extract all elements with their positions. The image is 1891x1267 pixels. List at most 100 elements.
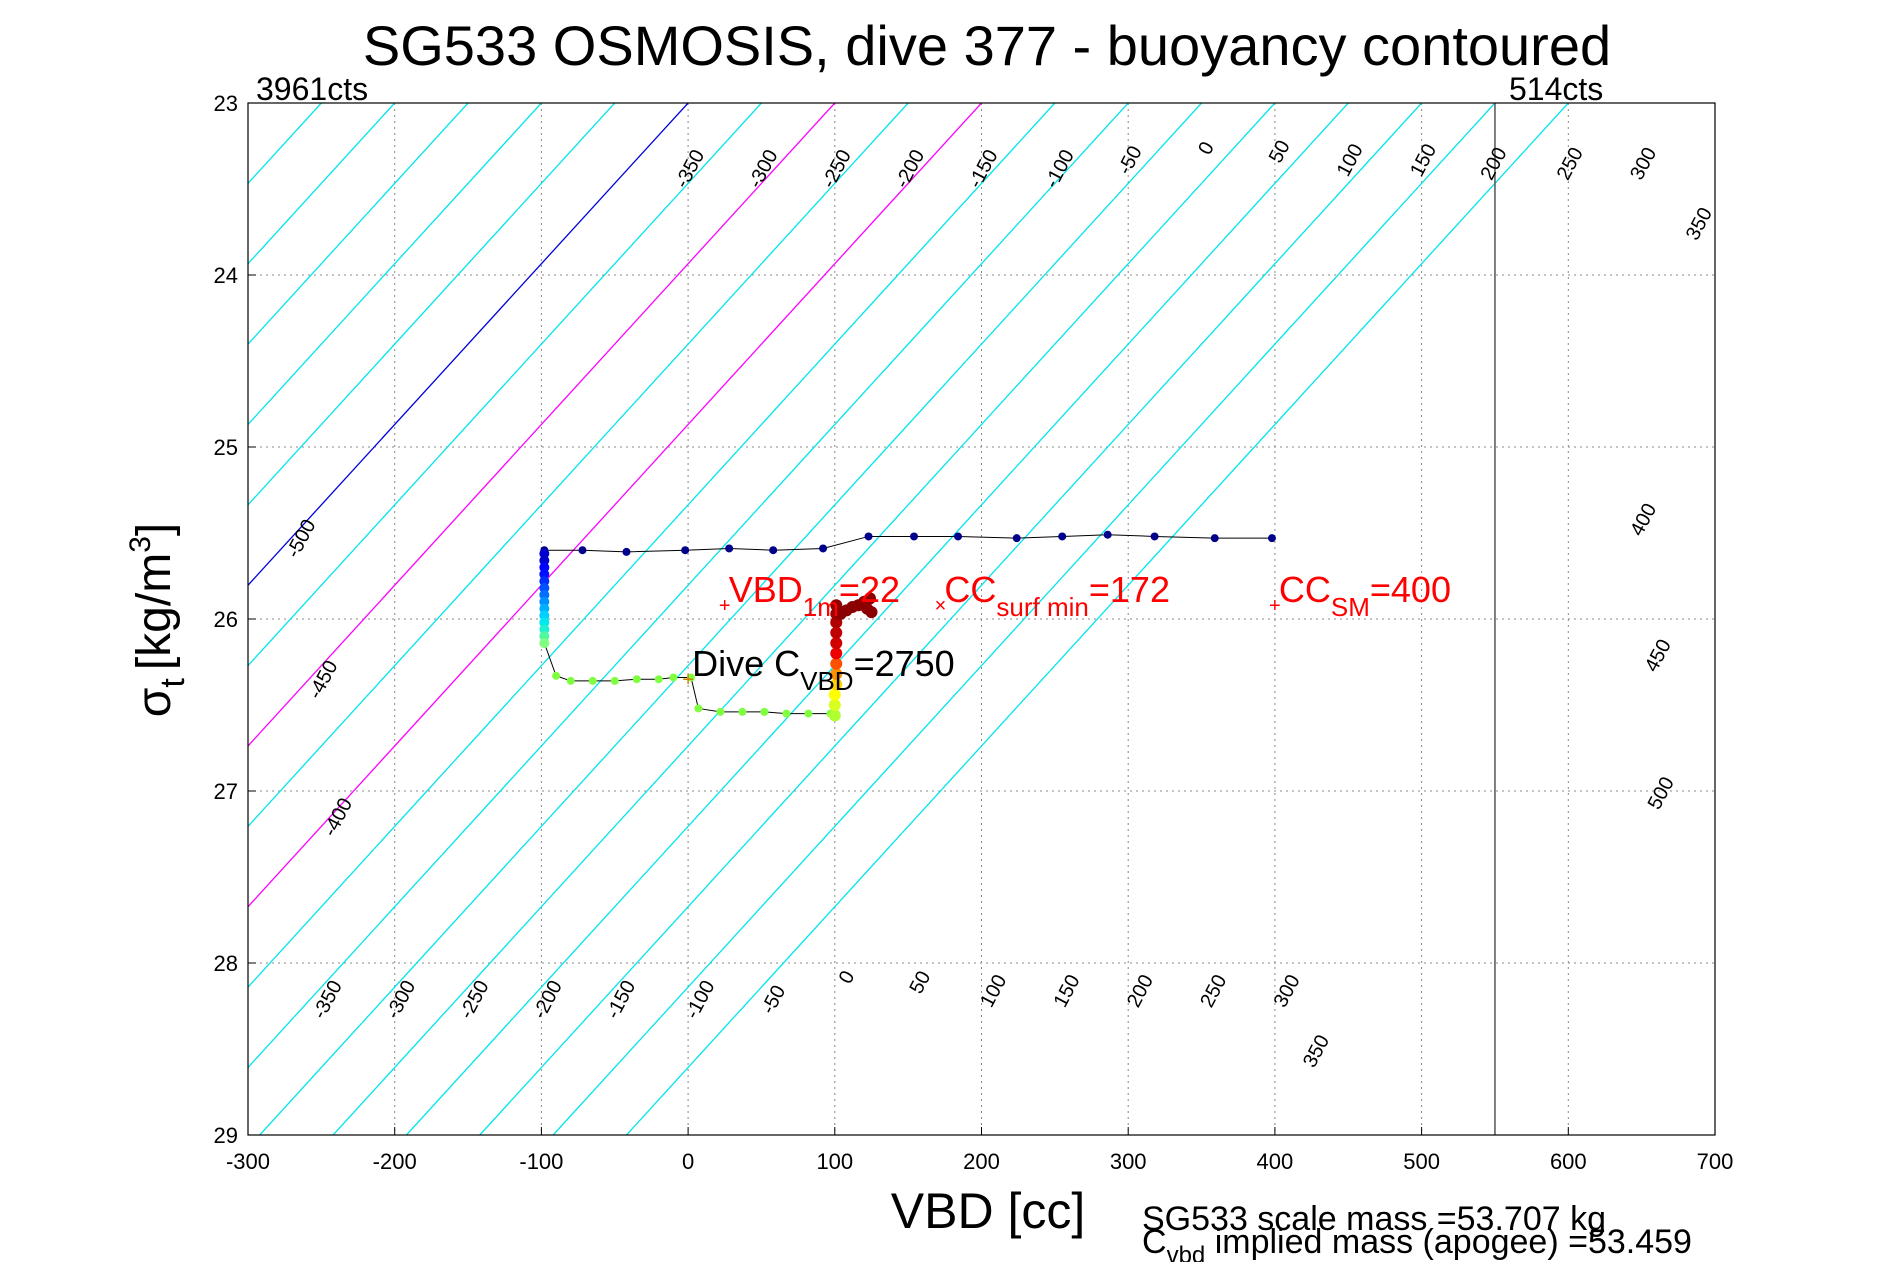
ascent-point	[830, 637, 843, 650]
descent-point	[539, 638, 550, 649]
contour-label: 0	[1194, 138, 1219, 158]
footer-vbd-sub: vbd	[1167, 1242, 1206, 1262]
upper-path-point	[954, 532, 963, 541]
upper-path-point	[622, 547, 631, 556]
y-label-sup: 3	[124, 536, 157, 553]
annotation-sub: VBD	[800, 666, 853, 696]
y-tick-label: 23	[214, 91, 238, 116]
x-tick-label: -200	[373, 1149, 417, 1174]
shelf-2-point	[804, 709, 813, 718]
top-right-count: 514cts	[1509, 71, 1603, 107]
descent-point	[539, 583, 550, 594]
ascent-point	[828, 699, 841, 711]
contour-line--150	[248, 103, 469, 346]
shelf-1-point	[654, 675, 663, 684]
buoyancy-contours	[0, 103, 1569, 1135]
contour-label: 250	[1196, 971, 1231, 1011]
contour-line-300	[248, 103, 1129, 1069]
descent-point	[539, 596, 550, 607]
x-tick-label: 700	[1697, 1149, 1734, 1174]
shelf-1-point	[669, 673, 678, 682]
upper-path-point	[1103, 530, 1112, 539]
shelf-1-point	[632, 675, 641, 684]
contour-line-500	[479, 103, 1423, 1135]
annotation-label: CCSM=400	[1279, 569, 1451, 622]
x-tick-label: 200	[963, 1149, 1000, 1174]
top-left-count: 3961cts	[256, 71, 368, 107]
annotation-main: VBD	[729, 569, 803, 610]
annotation-marker: ×	[935, 595, 947, 617]
x-tick-label: 100	[816, 1149, 853, 1174]
contour-label: 200	[1123, 971, 1158, 1011]
y-label-units: [kg/m	[128, 553, 181, 670]
annotation-main: CC	[1279, 569, 1331, 610]
shelf-2-point	[694, 704, 703, 713]
contour-label: -150	[602, 977, 640, 1023]
annotation-value: =2750	[854, 643, 955, 684]
shelf-1-point	[588, 676, 597, 685]
contour-label: 400	[1626, 500, 1661, 540]
descent-point	[539, 548, 550, 559]
footer-c: C	[1142, 1223, 1167, 1261]
footer-implied-text: implied mass (apogee) =53.459	[1205, 1223, 1692, 1261]
annotation-label: VBD1m=22	[729, 569, 900, 622]
descent-point	[539, 569, 550, 580]
contour-label: 500	[1644, 773, 1679, 813]
x-tick-label: -100	[519, 1149, 563, 1174]
x-tick-label: 500	[1403, 1149, 1440, 1174]
x-axis-label: VBD [cc]	[891, 1183, 1085, 1239]
ascent-point	[830, 657, 843, 670]
contour-line-450	[405, 103, 1349, 1135]
contour-line-600	[626, 103, 1569, 1135]
contour-line--200	[248, 103, 396, 265]
contour-label: 350	[1299, 1031, 1334, 1071]
contour-label: 50	[906, 968, 936, 998]
shelf-2-point	[716, 707, 725, 716]
contour-label: 300	[1270, 971, 1305, 1011]
contour-label: -350	[309, 977, 347, 1023]
surface-point	[861, 602, 874, 615]
upper-path-point	[681, 546, 690, 555]
contour-line--400	[0, 103, 101, 1135]
contour-line-50	[248, 103, 762, 667]
contour-label: 350	[1682, 204, 1717, 244]
y-tick-label: 27	[214, 779, 238, 804]
contour-label: -400	[319, 795, 357, 841]
contour-line-250	[248, 103, 1056, 989]
contour-line-0	[248, 103, 689, 587]
contour-label: -100	[681, 977, 719, 1023]
contour-line--100	[248, 103, 542, 426]
dive-points	[539, 530, 1276, 722]
x-tick-labels: -300 -200 -100 0 100 200 300 400 500 600 700	[226, 1127, 1733, 1174]
contour-line-400	[332, 103, 1276, 1135]
contour-label: 100	[1333, 140, 1368, 180]
contour-line-350	[259, 103, 1203, 1135]
upper-path-point	[1150, 532, 1159, 541]
ascent-point	[830, 678, 843, 691]
y-tick-label: 29	[214, 1123, 238, 1148]
ascent-point	[830, 647, 843, 660]
footer-scale-mass: SG533 scale mass =53.707 kg	[1142, 1200, 1606, 1238]
x-tick-label: -300	[226, 1149, 270, 1174]
annotation-marker: +	[682, 669, 694, 691]
chart-title: SG533 OSMOSIS, dive 377 - buoyancy conto…	[363, 14, 1611, 77]
grid-lines	[247, 102, 1716, 1136]
contour-label: -500	[282, 516, 320, 562]
contour-line--450	[0, 103, 28, 1135]
shelf-1-point	[687, 673, 696, 682]
descent-point	[539, 603, 550, 614]
y-tick-label: 25	[214, 435, 238, 460]
ascent-point	[828, 688, 841, 701]
descent-point	[539, 555, 550, 566]
contour-line--50	[248, 103, 616, 506]
contour-label: -50	[1114, 142, 1147, 178]
dive-path-lines	[543, 534, 1272, 715]
contour-label: 200	[1477, 144, 1512, 184]
upper-path-point	[1012, 534, 1021, 543]
shelf-1-point	[610, 676, 619, 685]
contour-label: 150	[1406, 140, 1441, 180]
descent-point	[539, 562, 550, 573]
annotation-value: =172	[1089, 569, 1170, 610]
upper-path-point	[1210, 534, 1219, 543]
